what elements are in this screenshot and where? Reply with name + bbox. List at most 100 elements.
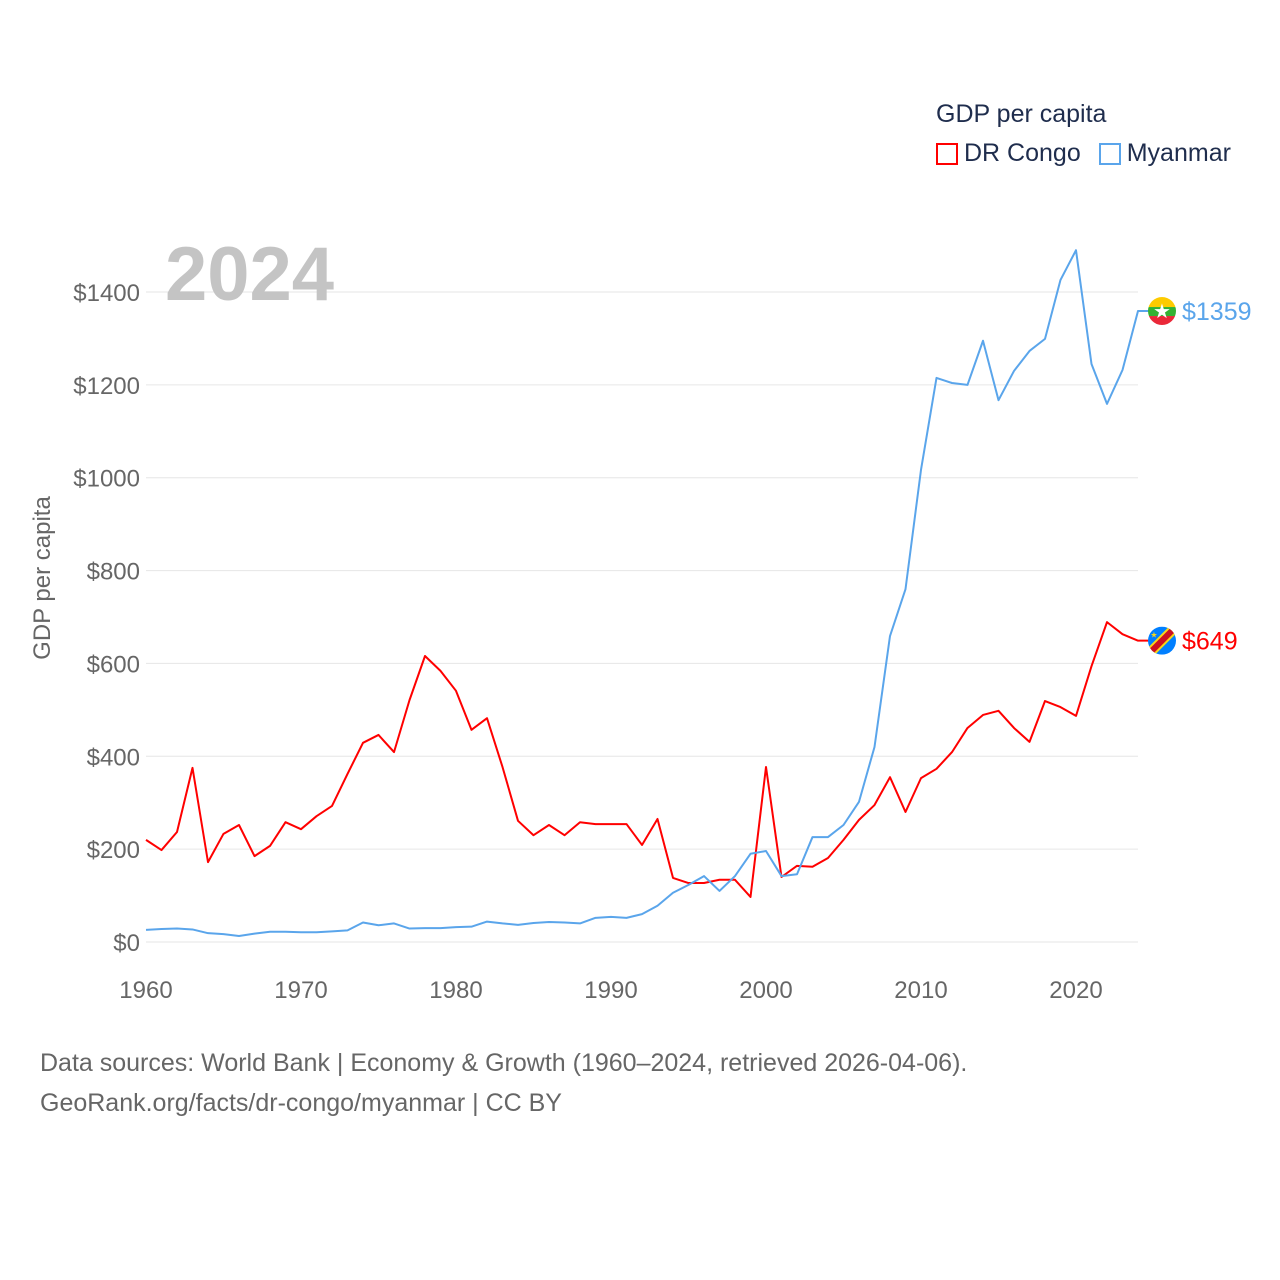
data-point (919, 468, 923, 472)
data-point (904, 810, 908, 814)
x-axis: 1960 1970 1980 1990 2000 2010 2020 (119, 977, 1102, 1004)
data-point (795, 864, 799, 868)
data-point (392, 921, 396, 925)
data-point (346, 772, 350, 776)
data-point (687, 883, 691, 887)
data-point (966, 726, 970, 730)
y-tick-label: $600 (87, 651, 140, 678)
data-point (1043, 699, 1047, 703)
data-point (160, 927, 164, 931)
data-point (640, 843, 644, 847)
series-line-dr-congo (145, 621, 1150, 898)
data-point (547, 823, 551, 827)
data-point (935, 767, 939, 771)
gridlines (146, 291, 1138, 943)
data-point (470, 925, 474, 929)
data-point (144, 838, 148, 842)
data-point (423, 654, 427, 658)
legend-swatch (1098, 142, 1121, 165)
legend-item-dr-congo[interactable]: DR Congo (936, 139, 1081, 168)
data-point (408, 927, 412, 931)
data-point (361, 741, 365, 745)
data-point (1121, 632, 1125, 636)
flag-body: ★ (1148, 626, 1176, 655)
data-point (671, 876, 675, 880)
data-point (423, 926, 427, 930)
data-point (206, 860, 210, 864)
legend-title: GDP per capita (936, 100, 1107, 128)
data-point (284, 820, 288, 824)
data-point (516, 923, 520, 927)
x-tick-label: 2020 (1049, 977, 1102, 1004)
data-point (1028, 740, 1032, 744)
data-point (578, 820, 582, 824)
series-lines: ★ $649 ★ $1359 (144, 248, 1252, 938)
x-tick-label: 1990 (584, 977, 637, 1004)
data-point (625, 916, 629, 920)
data-point (1074, 714, 1078, 718)
data-point (888, 634, 892, 638)
x-tick-label: 2000 (739, 977, 792, 1004)
stripe-red (1148, 316, 1176, 326)
data-point (1105, 620, 1109, 624)
data-point (454, 925, 458, 929)
data-point (981, 713, 985, 717)
x-tick-label: 1960 (119, 977, 172, 1004)
data-point (175, 830, 179, 834)
data-point (1059, 705, 1063, 709)
data-point (1028, 349, 1032, 353)
data-point (609, 915, 613, 919)
y-tick-label: $1400 (73, 280, 140, 307)
data-point (857, 800, 861, 804)
data-point (826, 856, 830, 860)
data-point (191, 766, 195, 770)
y-tick-label: $1000 (73, 466, 140, 493)
data-point (222, 832, 226, 836)
data-point (532, 833, 536, 837)
data-point (547, 920, 551, 924)
data-point (811, 835, 815, 839)
data-point (206, 931, 210, 935)
data-point (470, 728, 474, 732)
x-tick-label: 1970 (274, 977, 327, 1004)
data-point (361, 921, 365, 925)
data-point (377, 923, 381, 927)
data-point (330, 929, 334, 933)
data-point (935, 376, 939, 380)
data-point (268, 844, 272, 848)
data-point (873, 745, 877, 749)
data-point (1136, 309, 1140, 313)
data-point (795, 872, 799, 876)
data-sources: Data sources: World Bank | Economy & Gro… (40, 1049, 968, 1077)
data-point (237, 934, 241, 938)
data-point (532, 921, 536, 925)
legend-label: DR Congo (964, 139, 1081, 167)
data-point (919, 776, 923, 780)
source-link[interactable]: GeoRank.org/facts/dr-congo/myanmar | CC … (40, 1089, 562, 1117)
data-point (563, 921, 567, 925)
end-value-label: $1359 (1182, 298, 1252, 326)
end-value-label: $649 (1182, 628, 1238, 656)
data-point (392, 750, 396, 754)
data-point (857, 818, 861, 822)
data-point (594, 916, 598, 920)
y-tick-label: $800 (87, 559, 140, 586)
data-point (749, 895, 753, 899)
year-label: 2024 (165, 232, 334, 317)
x-tick-label: 2010 (894, 977, 947, 1004)
myanmar-flag-icon: ★ (1148, 297, 1176, 326)
data-point (594, 822, 598, 826)
data-point (439, 669, 443, 673)
dr-congo-flag-icon: ★ (1148, 626, 1176, 655)
data-point (1090, 362, 1094, 366)
data-point (1105, 402, 1109, 406)
legend-item-myanmar[interactable]: Myanmar (1098, 139, 1231, 168)
stripe-green (1148, 307, 1176, 317)
data-point (656, 904, 660, 908)
data-point (346, 928, 350, 932)
data-point (268, 930, 272, 934)
data-point (1074, 248, 1078, 252)
data-point (733, 874, 737, 878)
data-point (702, 874, 706, 878)
